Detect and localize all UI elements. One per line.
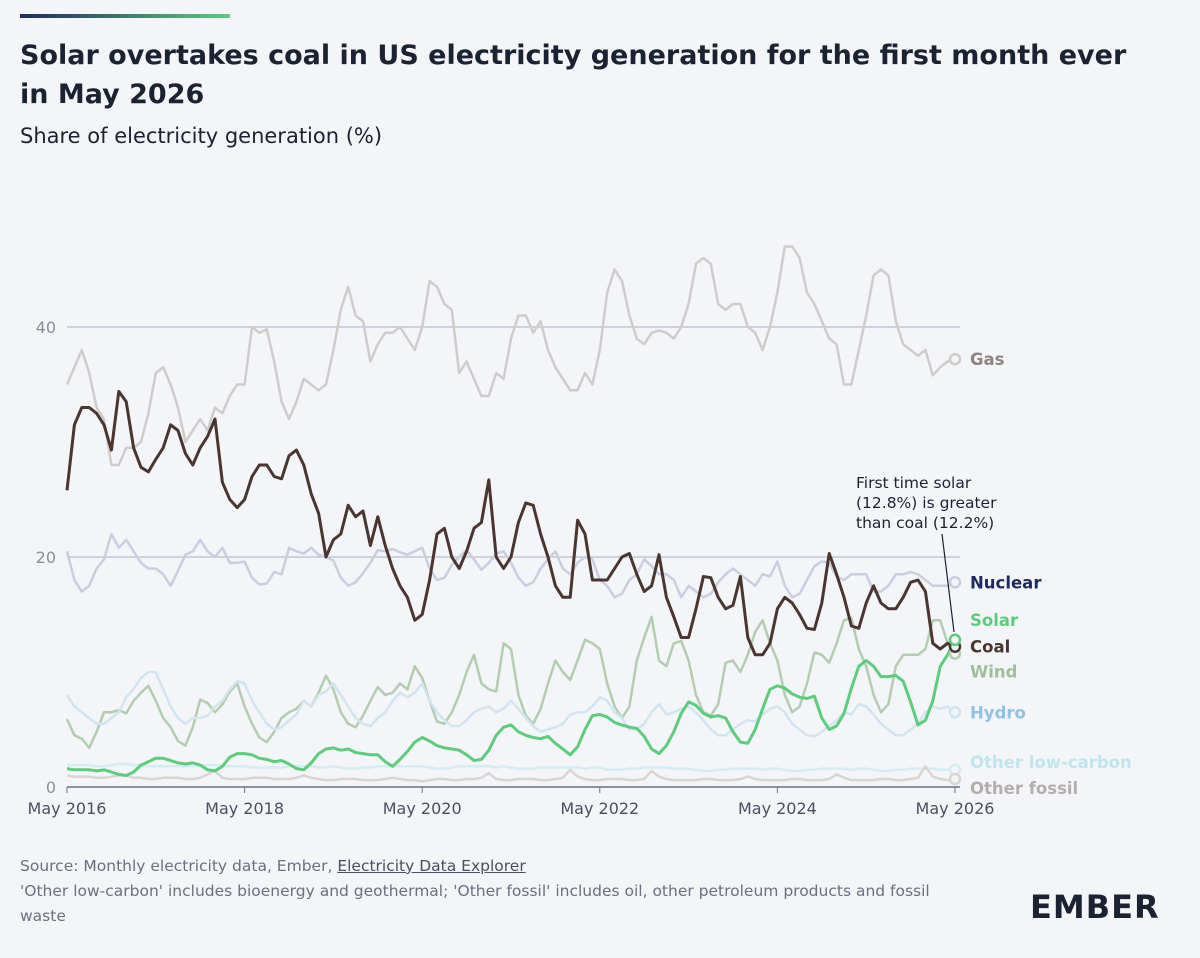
series-line — [66, 639, 957, 777]
series-line — [67, 762, 955, 773]
logo: EMBER — [1030, 888, 1160, 926]
chart-subtitle: Share of electricity generation (%) — [20, 124, 383, 148]
annotation: than coal (12.2%) — [856, 514, 994, 532]
annotation-pointer — [941, 533, 955, 633]
series-line — [65, 245, 956, 467]
series-label: Other low-carbon — [970, 753, 1132, 772]
series-line — [65, 670, 956, 738]
x-tick-label: May 2018 — [205, 799, 284, 818]
series-line — [65, 615, 957, 750]
footer: Source: Monthly electricity data, Ember,… — [20, 854, 950, 929]
end-marker — [948, 352, 962, 366]
x-tick-label: May 2020 — [383, 799, 462, 818]
series-label: Solar — [970, 611, 1019, 630]
end-marker — [948, 633, 962, 647]
series-line — [65, 389, 956, 657]
series-label: Hydro — [970, 703, 1026, 722]
annotation: First time solar — [856, 474, 972, 492]
source: Source: Monthly electricity data, Ember,… — [20, 854, 950, 879]
chart-title: Solar overtakes coal in US electricity g… — [20, 40, 1127, 110]
annotation: (12.8%) is greater — [856, 494, 997, 512]
series-label: Nuclear — [970, 573, 1042, 592]
source-text: Source: Monthly electricity data, Ember, — [20, 857, 333, 875]
y-tick-label: 20 — [36, 548, 56, 567]
series-label: Gas — [970, 350, 1005, 369]
series-label: Other fossil — [970, 779, 1078, 798]
end-marker — [948, 706, 962, 719]
y-tick-label: 0 — [46, 778, 56, 797]
end-marker — [948, 772, 962, 786]
x-tick-label: May 2016 — [28, 799, 107, 818]
y-tick-label: 40 — [36, 318, 56, 337]
end-marker — [948, 576, 962, 589]
note: 'Other low-carbon' includes bioenergy an… — [20, 882, 930, 925]
x-tick-label: May 2026 — [916, 799, 995, 818]
accent-bar — [20, 14, 230, 18]
source-link[interactable]: Electricity Data Explorer — [337, 857, 526, 875]
x-tick-label: May 2022 — [560, 799, 639, 818]
x-tick-label: May 2024 — [738, 799, 817, 818]
series-label: Wind — [970, 663, 1017, 682]
series-line — [65, 532, 956, 599]
series-label: Coal — [970, 638, 1010, 657]
